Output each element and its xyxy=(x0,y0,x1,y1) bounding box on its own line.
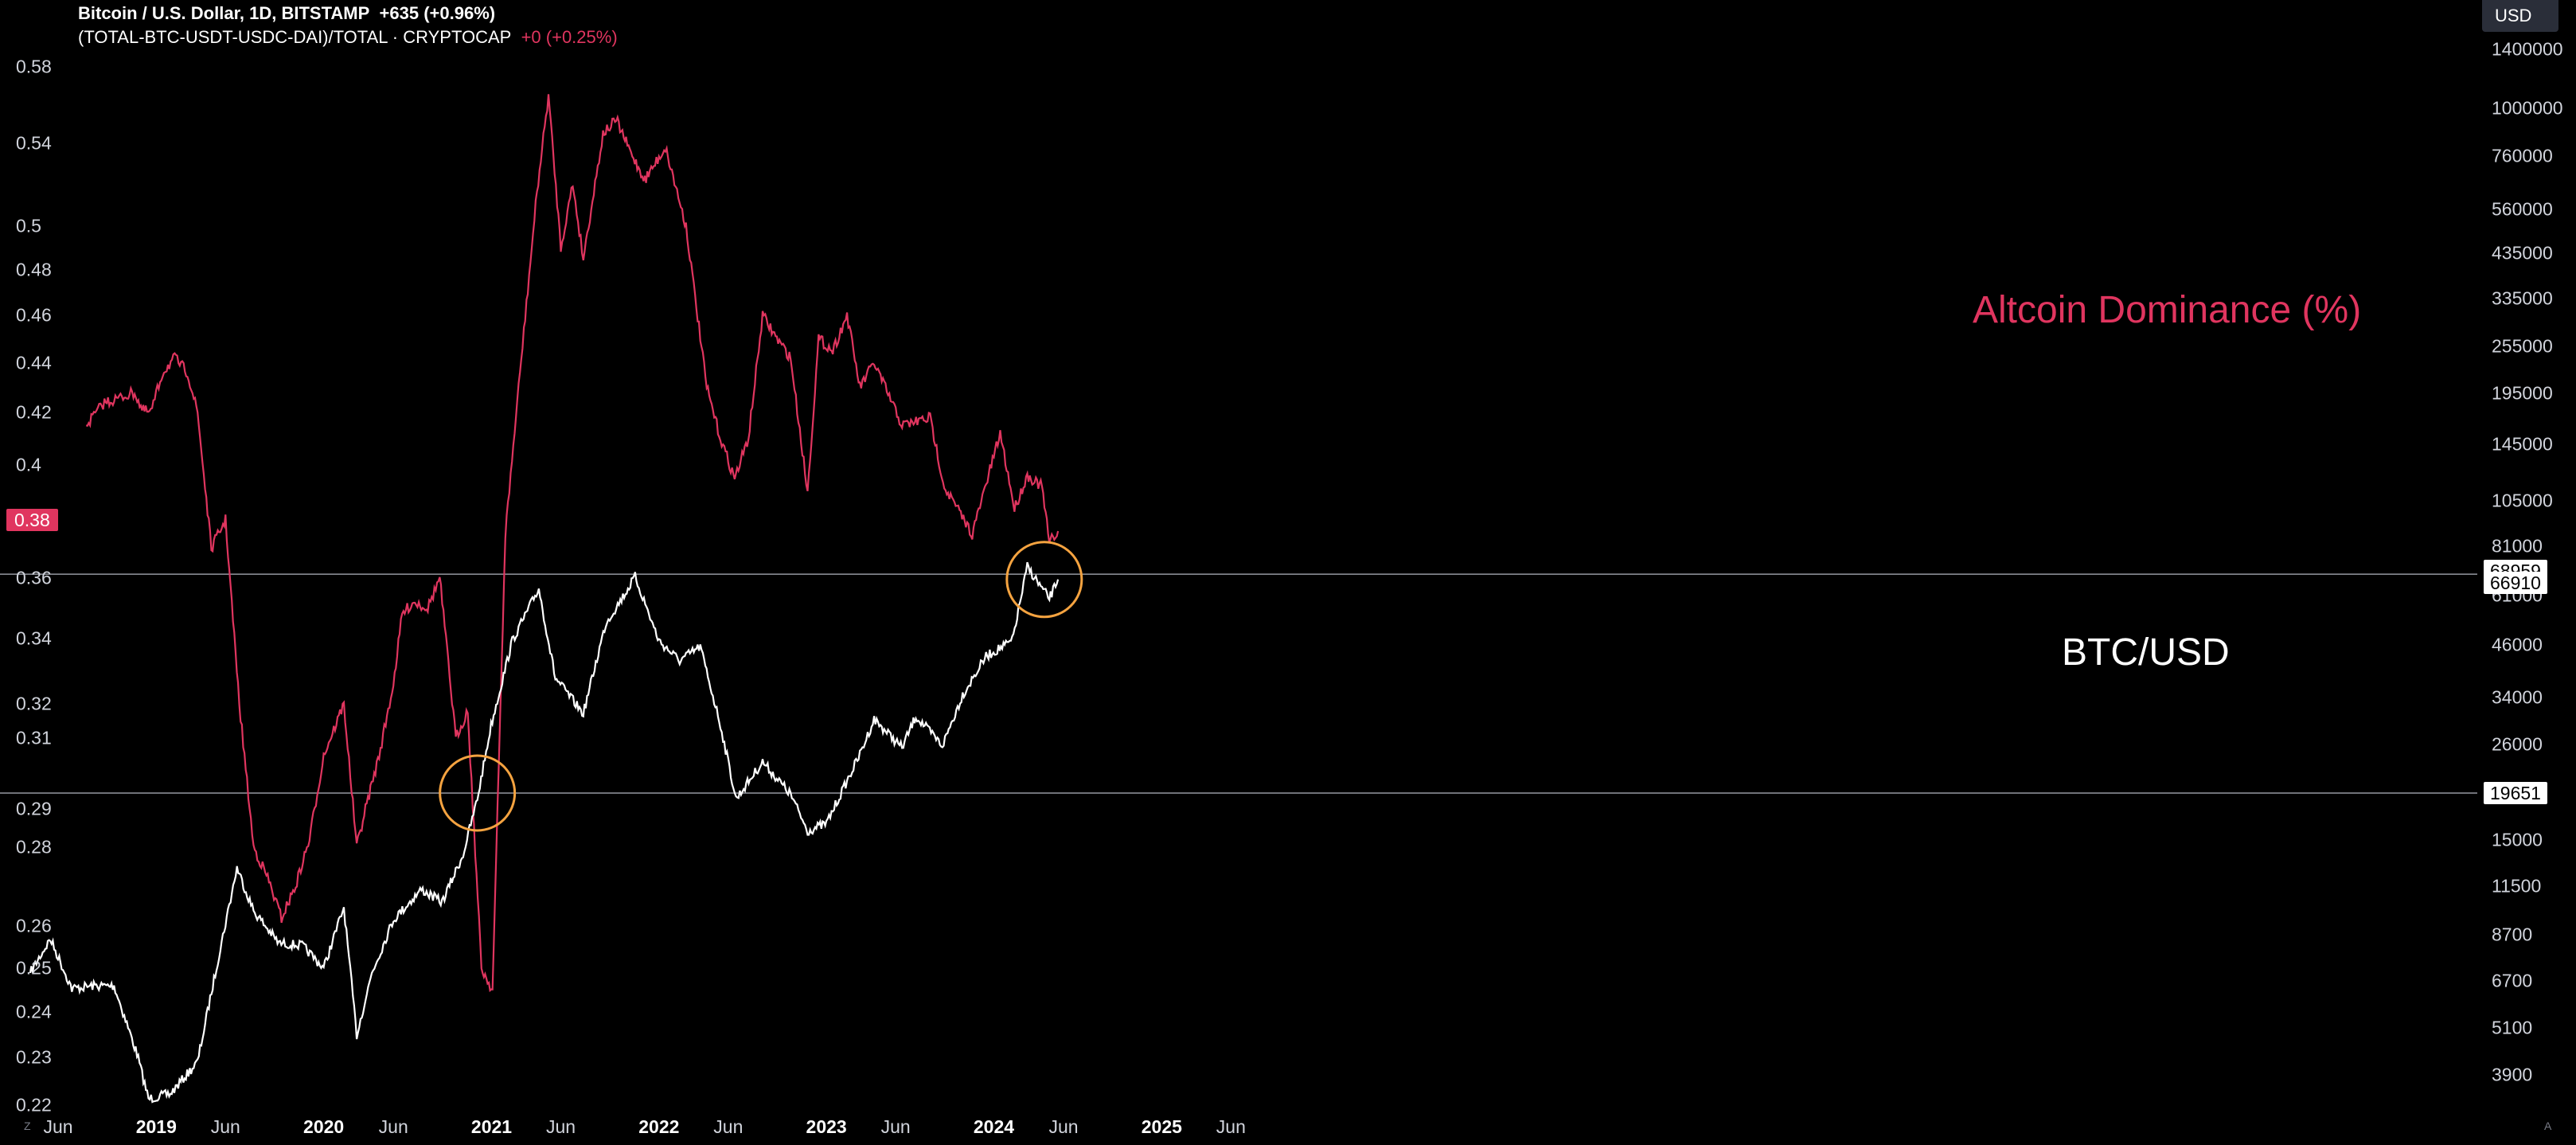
highlight-circle-1 xyxy=(1005,541,1083,619)
time-axis-tick: 2020 xyxy=(303,1116,345,1137)
left-axis-tick: 0.32 xyxy=(16,693,52,714)
series1-change: +635 (+0.96%) xyxy=(379,3,496,23)
altcoin-current-label: 0.38 xyxy=(6,508,58,531)
price-label-2: 19651 xyxy=(2484,781,2547,804)
currency-selector-button[interactable]: USD xyxy=(2482,0,2558,32)
reference-lines xyxy=(0,573,2477,794)
right-axis-tick: 5100 xyxy=(2492,1017,2533,1038)
right-axis-tick: 1000000 xyxy=(2492,97,2563,119)
right-axis-tick: 105000 xyxy=(2492,490,2553,511)
time-axis-tick: Jun xyxy=(378,1116,408,1137)
time-axis-tick: 2019 xyxy=(135,1116,177,1137)
right-axis-tick: 145000 xyxy=(2492,433,2553,455)
left-axis-tick: 0.58 xyxy=(16,56,52,77)
left-axis-tick: 0.24 xyxy=(16,1001,52,1022)
series2-title: (TOTAL-BTC-USDT-USDC-DAI)/TOTAL · CRYPTO… xyxy=(78,27,512,47)
right-axis-tick: 3900 xyxy=(2492,1064,2533,1085)
right-axis-tick: 560000 xyxy=(2492,198,2553,220)
left-axis-tick: 0.46 xyxy=(16,304,52,326)
left-axis-tick: 0.31 xyxy=(16,727,52,748)
left-axis-tick: 0.34 xyxy=(16,627,52,649)
time-axis-tick: Jun xyxy=(1048,1116,1079,1137)
right-axis-tick: 6700 xyxy=(2492,970,2533,991)
left-axis-tick: 0.28 xyxy=(16,836,52,858)
left-axis-tick: 0.42 xyxy=(16,401,52,423)
right-axis-tick: 435000 xyxy=(2492,242,2553,264)
left-axis-tick: 0.36 xyxy=(16,567,52,588)
zoom-reset-icon[interactable]: Z xyxy=(24,1120,31,1132)
time-axis-tick: 2021 xyxy=(470,1116,513,1137)
chart-legend: Bitcoin / U.S. Dollar, 1D, BITSTAMP +635… xyxy=(78,2,618,49)
left-axis-tick: 0.5 xyxy=(16,215,41,236)
right-axis-tick: 760000 xyxy=(2492,145,2553,166)
time-axis-tick: 2025 xyxy=(1141,1116,1182,1137)
right-axis-tick: 1400000 xyxy=(2492,38,2563,60)
left-axis-tick: 0.23 xyxy=(16,1046,52,1068)
btc-usd-annotation: BTC/USD xyxy=(2062,631,2230,674)
left-axis-tick: 0.26 xyxy=(16,915,52,936)
time-axis-tick: Jun xyxy=(880,1116,911,1137)
left-axis-tick: 0.4 xyxy=(16,454,41,475)
left-axis-tick: 0.29 xyxy=(16,798,52,819)
time-axis-tick: 2023 xyxy=(806,1116,847,1137)
right-axis-tick: 34000 xyxy=(2492,686,2543,708)
time-axis-tick: Jun xyxy=(1216,1116,1246,1137)
altcoin-dominance-line xyxy=(85,94,1060,993)
left-axis-tick: 0.54 xyxy=(16,132,52,154)
time-axis-tick: Jun xyxy=(210,1116,240,1137)
right-axis-tick: 15000 xyxy=(2492,829,2543,850)
right-axis-tick: 46000 xyxy=(2492,634,2543,655)
altcoin-dominance-annotation: Altcoin Dominance (%) xyxy=(1973,289,2362,331)
right-axis-tick: 11500 xyxy=(2492,875,2542,897)
left-axis-tick: 0.44 xyxy=(16,352,52,373)
left-axis-tick: 0.48 xyxy=(16,259,52,280)
time-axis-tick: Jun xyxy=(43,1116,73,1137)
highlight-circle-0 xyxy=(439,754,517,832)
series2-change: +0 (+0.25%) xyxy=(521,27,618,47)
left-axis-tick: 0.22 xyxy=(16,1094,52,1116)
time-axis-tick: Jun xyxy=(545,1116,576,1137)
time-axis-tick: 2022 xyxy=(638,1116,680,1137)
price-label-1: 66910 xyxy=(2484,571,2547,594)
right-axis-tick: 26000 xyxy=(2492,733,2543,755)
auto-scale-icon[interactable]: A xyxy=(2544,1120,2552,1132)
right-axis-tick: 195000 xyxy=(2492,382,2553,404)
right-axis-tick: 81000 xyxy=(2492,535,2543,557)
time-axis-tick: 2024 xyxy=(973,1116,1015,1137)
series1-title: Bitcoin / U.S. Dollar, 1D, BITSTAMP xyxy=(78,3,370,23)
right-axis-tick: 335000 xyxy=(2492,287,2553,309)
time-axis-tick: Jun xyxy=(713,1116,744,1137)
left-axis-tick: 0.25 xyxy=(16,957,52,979)
right-axis-tick: 255000 xyxy=(2492,335,2553,357)
right-axis-tick: 8700 xyxy=(2492,924,2533,945)
btc-usd-line xyxy=(29,561,1060,1104)
highlight-circles xyxy=(439,541,1083,832)
